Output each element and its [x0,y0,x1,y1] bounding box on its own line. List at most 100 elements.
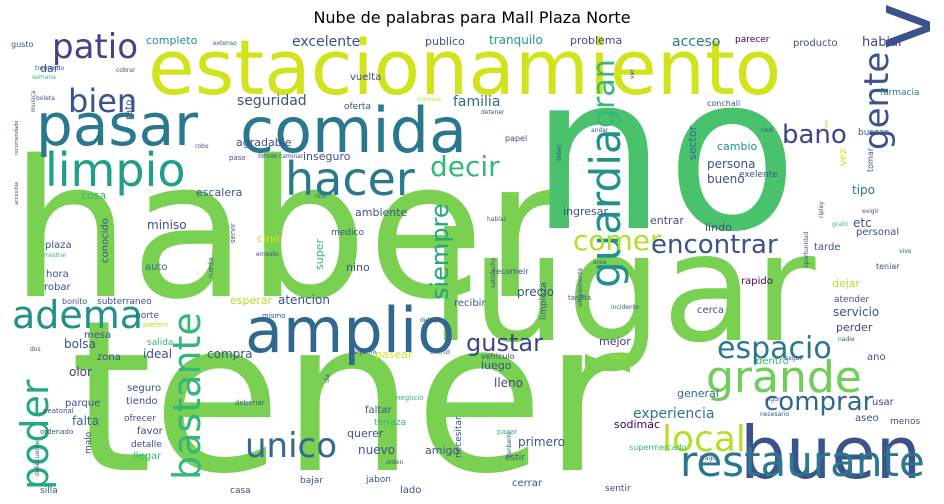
word-habiar: habiar [862,35,904,50]
word-robo: robo [195,143,209,150]
word-satisfecho: satisfecho [490,257,497,288]
word-exigir: exigir [862,208,879,215]
word-recomendado: recomendado [14,121,20,155]
word-tipo: tipo [852,183,875,197]
word-limpio: limpio [45,143,186,197]
word-ingresar: ingresar [563,205,609,218]
word-variedad: variedad [856,0,944,50]
word-atencion: atencion [278,293,330,307]
word-trago: trago [700,455,716,462]
word-hora: hora [46,269,69,280]
word-incidente: incidente [611,304,639,311]
word-simplemente: simplemente [577,268,584,307]
word-terraza: terraza [374,418,406,428]
word-comida: comida [240,94,467,167]
word-papel: papel [505,134,527,143]
word-norte: norte [135,311,159,321]
word-seguridad: seguridad [237,93,307,109]
word-esperar: esperar [230,294,273,307]
word-boleta: boleta [36,95,55,102]
word-primero: primero [518,435,565,449]
word-dar: dar [40,62,59,75]
word-inseguro: inseguro [303,150,351,163]
word-vuelta: vuelta [350,72,381,83]
word-precio: precio [517,285,554,299]
word-bano: bano [782,120,847,150]
word-cambio: cambio [717,140,758,153]
word-vez: vez [838,149,849,166]
word-dos: dos [30,346,41,353]
word-bonito: bonito [62,297,87,306]
word-gustar: gustar [466,329,543,357]
word-debajo: debajo [420,317,441,324]
word-cobrar: cobrar [116,67,136,74]
word-producto: producto [793,38,838,49]
word-preferir: preferir [143,321,169,329]
word-detener: detener [481,109,505,116]
word-excelente: excelente [292,34,360,50]
word-peatonal: peatonal [43,407,74,415]
word-usar: usar [872,397,895,408]
word-favor: favor [137,426,164,437]
word-rueda: rueda [207,258,215,278]
word-accesible: accesible [14,182,20,205]
word-vivo: vivo [899,248,912,255]
word-publico: publico [425,35,465,48]
word-falta: falta [72,414,99,428]
word-compra: compra [207,347,253,361]
word-orden: orden [386,459,404,466]
word-dentro: dentro [756,356,789,367]
word-bueno: bueno [707,172,745,186]
word-cerca: cerca [697,305,724,316]
word-nuevo: nuevo [358,443,395,457]
word-amplio: amplio [245,294,455,367]
word-auto: auto [145,262,168,273]
word-caminar: caminar [279,153,304,160]
word-conchali: conchali [707,99,740,108]
word-tarjeta: tarjeta [568,294,591,302]
word-medico: medico [331,228,364,238]
word-problema: problema [570,34,622,47]
word-lleno: lleno [494,376,523,390]
word-detalle: detalle [131,440,162,450]
word-recomeir: recomeir [493,267,529,276]
chart-title: Nube de palabras para Mall Plaza Norte [313,8,631,27]
word-decir: decir [430,150,500,183]
word-robar: robar [44,282,71,293]
word-patio: patio [52,27,138,67]
word-teniar: teniar [876,262,900,271]
word-salida: salida [147,338,173,348]
word-personal: personal [856,227,899,238]
word-haber: haber [10,120,563,341]
word-rico: rico [315,193,326,200]
word-nadie: nadie [838,336,855,343]
word-bajar: bajar [300,476,323,486]
word-guardia: guardia [581,128,630,288]
word-mejor: mejor [599,335,631,348]
word-hablar: hablar [487,216,507,223]
word-poder: poder [13,379,57,490]
word-grande: grande [706,352,862,403]
word-unico: unico [245,426,337,466]
word-familia: familia [453,94,500,110]
word-no: no [530,28,798,279]
word-estir: estir [505,453,525,463]
word-area: area [593,259,607,266]
word-llegar: llegar [133,451,162,462]
word-ideal: ideal [143,347,172,361]
word-seguro: seguro [127,383,161,394]
word-delincuente: delincuente [34,440,41,476]
word-grato: grato [832,221,848,228]
word-bastante: bastante [165,312,209,480]
word-tiendo: tiendo [126,396,158,407]
word-cierto: cierto [430,348,450,356]
word-mostrar: mostrar [43,252,67,259]
word-servicio: servicio [833,305,879,319]
word-estacionamiento: estacionamiento [148,23,781,112]
word-bolsa: bolsa [64,337,96,351]
word-cosa: cosa [81,189,106,202]
word-siempre: siempre [426,203,454,300]
word-pasar: pasar [36,91,198,159]
word-silla: silla [40,486,58,496]
